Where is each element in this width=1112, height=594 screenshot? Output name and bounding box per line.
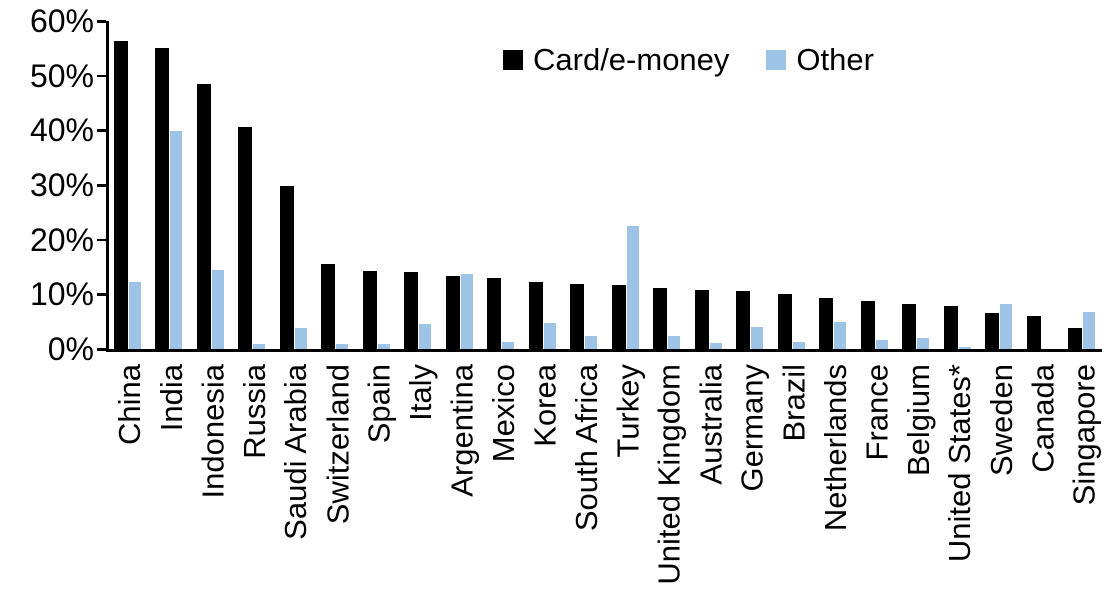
x-label-russia: Russia — [236, 364, 272, 459]
bar-card-e-money-china — [113, 41, 128, 349]
x-label-china: China — [112, 364, 148, 445]
x-axis-line — [106, 349, 1102, 352]
bar-other-united-states — [958, 347, 971, 349]
x-label-sweden: Sweden — [983, 364, 1019, 477]
bar-other-india — [170, 131, 183, 349]
bar-card-e-money-united-kingdom — [653, 288, 668, 349]
bar-card-e-money-indonesia — [196, 84, 211, 349]
bar-card-e-money-spain — [362, 271, 377, 349]
y-tick-label: 10% — [29, 276, 94, 313]
bar-other-france — [875, 340, 888, 349]
bar-card-e-money-russia — [238, 127, 253, 349]
x-label-korea: Korea — [527, 364, 563, 447]
y-tick-label: 50% — [29, 57, 94, 94]
bar-other-brazil — [792, 342, 805, 349]
bar-other-sweden — [1000, 304, 1013, 349]
x-label-united-states: United States* — [942, 364, 978, 563]
y-tick — [97, 348, 106, 351]
bar-other-belgium — [917, 337, 930, 349]
x-label-france: France — [859, 364, 895, 461]
y-tick-label: 20% — [29, 221, 94, 258]
x-label-netherlands: Netherlands — [817, 364, 853, 532]
y-tick — [97, 20, 106, 23]
bar-card-e-money-mexico — [487, 277, 502, 349]
x-label-australia: Australia — [693, 364, 729, 485]
y-tick-label: 0% — [47, 331, 94, 367]
bar-card-e-money-singapore — [1068, 327, 1083, 349]
bar-card-e-money-germany — [736, 290, 751, 349]
bar-card-e-money-turkey — [611, 285, 626, 349]
bar-other-saudi-arabia — [294, 327, 307, 349]
y-tick-label: 60% — [29, 3, 94, 39]
x-label-saudi-arabia: Saudi Arabia — [278, 364, 314, 540]
x-label-singapore: Singapore — [1066, 364, 1102, 506]
x-label-switzerland: Switzerland — [319, 364, 355, 525]
x-label-south-africa: South Africa — [568, 364, 604, 532]
bar-other-argentina — [460, 273, 473, 349]
bar-card-e-money-korea — [528, 282, 543, 349]
y-axis-line — [106, 21, 109, 352]
y-tick — [97, 238, 106, 242]
bar-card-e-money-saudi-arabia — [279, 185, 294, 349]
legend-swatch-other — [766, 49, 787, 70]
x-label-germany: Germany — [734, 364, 770, 492]
x-label-canada: Canada — [1025, 364, 1061, 473]
bar-other-united-kingdom — [668, 336, 681, 349]
bar-other-south-africa — [585, 335, 598, 349]
x-label-united-kingdom: United Kingdom — [651, 364, 687, 585]
bar-other-netherlands — [834, 322, 847, 349]
x-label-turkey: Turkey — [610, 364, 646, 458]
bar-other-spain — [377, 343, 390, 349]
legend: Card/e-money Other — [503, 44, 874, 75]
bar-other-switzerland — [336, 344, 349, 349]
bar-card-e-money-sweden — [985, 313, 1000, 349]
bar-card-e-money-netherlands — [819, 298, 834, 349]
x-label-india: India — [153, 364, 189, 432]
legend-item-card-e-money: Card/e-money — [503, 44, 729, 75]
bar-card-e-money-canada — [1026, 316, 1041, 349]
bar-card-e-money-united-states — [943, 305, 958, 349]
x-label-belgium: Belgium — [900, 364, 936, 476]
bar-other-singapore — [1083, 312, 1096, 349]
x-label-spain: Spain — [361, 364, 397, 444]
bar-card-e-money-south-africa — [570, 284, 585, 349]
x-label-indonesia: Indonesia — [195, 364, 231, 499]
bar-other-china — [128, 281, 141, 349]
bar-other-germany — [751, 327, 764, 349]
y-tick — [97, 184, 106, 187]
y-tick-label: 30% — [29, 167, 94, 203]
legend-label-card-e-money: Card/e-money — [533, 42, 730, 77]
legend-item-other: Other — [766, 44, 874, 75]
x-label-italy: Italy — [402, 364, 438, 421]
bar-other-australia — [709, 342, 722, 349]
bar-card-e-money-switzerland — [321, 263, 336, 349]
bar-card-e-money-belgium — [902, 303, 917, 349]
bar-other-mexico — [502, 341, 515, 349]
legend-label-other: Other — [796, 42, 874, 77]
bar-card-e-money-argentina — [445, 275, 460, 349]
bar-card-e-money-france — [860, 301, 875, 349]
bar-card-e-money-india — [155, 47, 170, 349]
bar-other-turkey — [626, 226, 639, 349]
bar-card-e-money-australia — [694, 289, 709, 349]
y-tick — [97, 74, 106, 78]
bar-other-indonesia — [211, 269, 224, 349]
bar-other-italy — [419, 323, 432, 349]
y-tick-label: 40% — [29, 112, 94, 149]
legend-swatch-card-e-money — [503, 49, 523, 70]
bar-other-russia — [253, 343, 266, 349]
y-tick — [97, 293, 106, 296]
bar-card-e-money-italy — [404, 271, 419, 349]
x-label-argentina: Argentina — [444, 364, 480, 497]
bar-other-korea — [543, 323, 556, 349]
bar-card-e-money-brazil — [777, 294, 792, 349]
x-label-mexico: Mexico — [485, 364, 521, 463]
y-tick — [97, 129, 106, 132]
x-label-brazil: Brazil — [776, 364, 812, 442]
